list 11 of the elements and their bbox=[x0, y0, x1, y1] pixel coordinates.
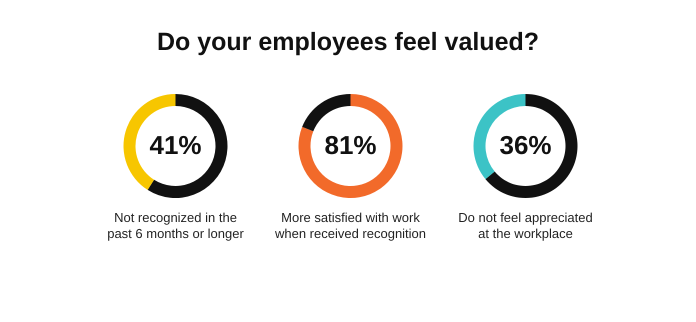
donut-slice bbox=[485, 94, 578, 198]
donut-slice bbox=[298, 94, 402, 198]
text: Not recognized in the past 6 months or longer bbox=[107, 210, 244, 241]
data-label: 36% bbox=[499, 130, 552, 160]
data-label: 81% bbox=[324, 130, 377, 160]
donut-slice bbox=[148, 94, 228, 198]
text: More satisfied with work when received recognition bbox=[274, 210, 426, 241]
text: Do your employees feel valued? bbox=[156, 28, 540, 57]
data-label: 41% bbox=[149, 130, 202, 160]
donut-slice bbox=[302, 94, 350, 132]
text: Do not feel appreciated at the workplace bbox=[458, 210, 593, 241]
